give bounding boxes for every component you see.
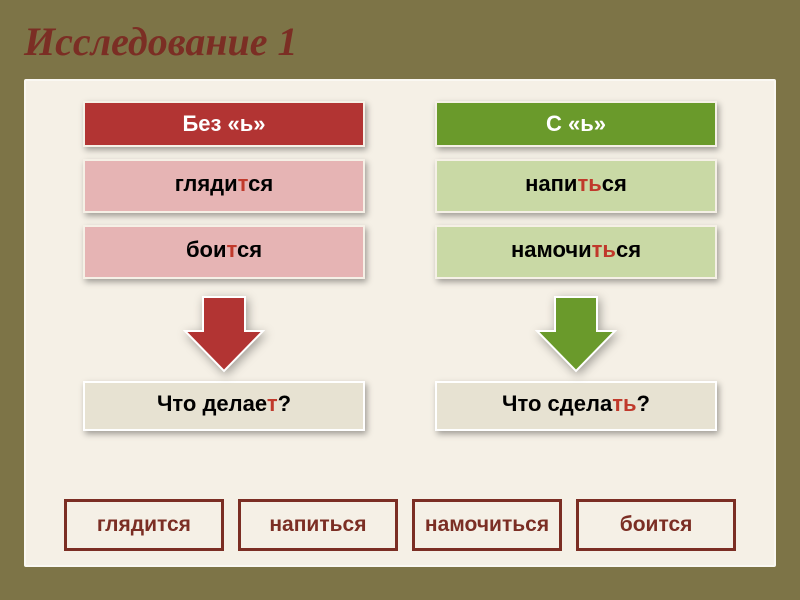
left-word-1: глядится [83, 159, 365, 213]
chip-4[interactable]: боится [576, 499, 736, 551]
arrow-down-icon [183, 295, 265, 373]
chip-3[interactable]: намочиться [412, 499, 562, 551]
chip-1[interactable]: глядится [64, 499, 224, 551]
columns: Без «ь» глядится боится Что делает? [26, 81, 774, 443]
left-column: Без «ь» глядится боится Что делает? [83, 101, 365, 443]
slide-title: Исследование 1 [24, 18, 776, 65]
right-word-2: намочиться [435, 225, 717, 279]
left-header: Без «ь» [83, 101, 365, 147]
bottom-row: глядится напиться намочиться боится [26, 499, 774, 551]
right-header: С «ь» [435, 101, 717, 147]
right-column: С «ь» напиться намочиться Что сделать? [435, 101, 717, 443]
right-arrow [535, 291, 617, 377]
chip-2[interactable]: напиться [238, 499, 398, 551]
right-header-text: С «ь» [546, 111, 606, 136]
arrow-down-icon [535, 295, 617, 373]
left-question: Что делает? [83, 381, 365, 431]
left-arrow [183, 291, 265, 377]
left-header-text: Без «ь» [182, 111, 265, 136]
left-word-2: боится [83, 225, 365, 279]
slide-root: Исследование 1 Без «ь» глядится боится [0, 0, 800, 600]
right-question: Что сделать? [435, 381, 717, 431]
right-word-1: напиться [435, 159, 717, 213]
content-frame: Без «ь» глядится боится Что делает? [24, 79, 776, 567]
